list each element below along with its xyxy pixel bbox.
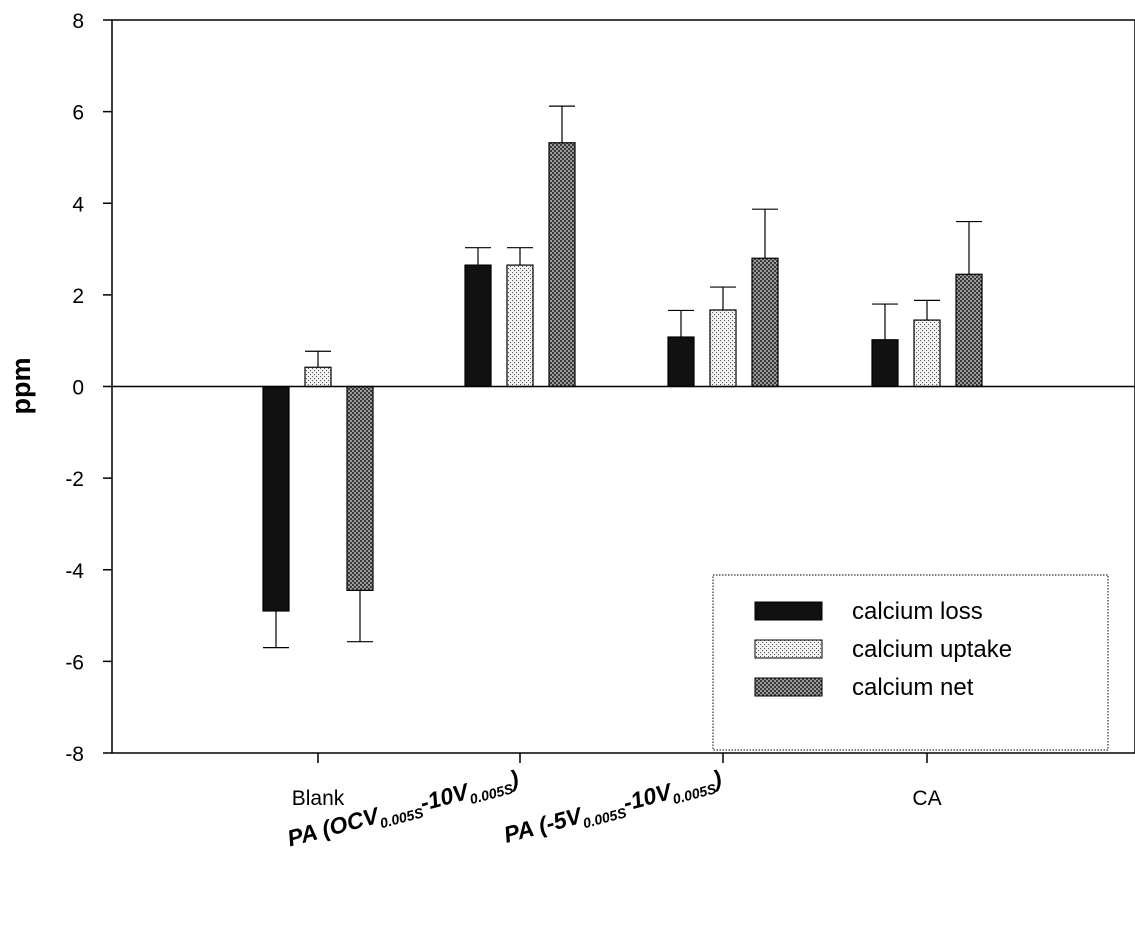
- bar: [506, 264, 534, 388]
- legend-label: calcium loss: [852, 598, 983, 625]
- x-tick-label: CA: [912, 787, 941, 810]
- x-tick-label: PA (-5V0.005S-10V0.005S): [501, 765, 725, 852]
- bars-group: [262, 142, 983, 612]
- bar: [464, 264, 492, 388]
- bar: [709, 309, 737, 388]
- bar: [667, 336, 695, 388]
- y-axis: -8 -6 -4 -2 0 2 4 6 8: [65, 10, 112, 766]
- error-bars-group: [263, 105, 982, 649]
- x-tick-label: PA (OCV0.005S-10V0.005S): [284, 765, 522, 856]
- y-tick-label: -2: [65, 468, 84, 491]
- y-tick-label: -6: [65, 651, 84, 674]
- x-tick-label: Blank: [292, 787, 345, 810]
- bar: [751, 257, 779, 388]
- bar: [955, 273, 983, 388]
- bar: [304, 366, 332, 388]
- y-axis-label: ppm: [6, 358, 36, 415]
- legend-label: calcium uptake: [852, 636, 1012, 663]
- y-tick-label: 8: [72, 10, 84, 33]
- legend-swatch: [754, 639, 823, 659]
- legend-swatch: [754, 677, 823, 697]
- y-tick-label: -8: [65, 743, 84, 766]
- y-tick-label: 2: [72, 285, 84, 308]
- bar: [913, 319, 941, 388]
- bar: [548, 142, 576, 388]
- y-tick-label: -4: [65, 560, 84, 583]
- y-tick-label: 6: [72, 102, 84, 125]
- legend: calcium loss calcium uptake calcium net: [712, 574, 1109, 751]
- legend-label: calcium net: [852, 674, 974, 701]
- legend-swatch: [754, 601, 823, 621]
- bar: [262, 385, 290, 612]
- y-tick-label: 4: [72, 193, 84, 216]
- y-tick-label: 0: [72, 377, 84, 400]
- bar: [346, 385, 374, 591]
- bar: [871, 339, 899, 388]
